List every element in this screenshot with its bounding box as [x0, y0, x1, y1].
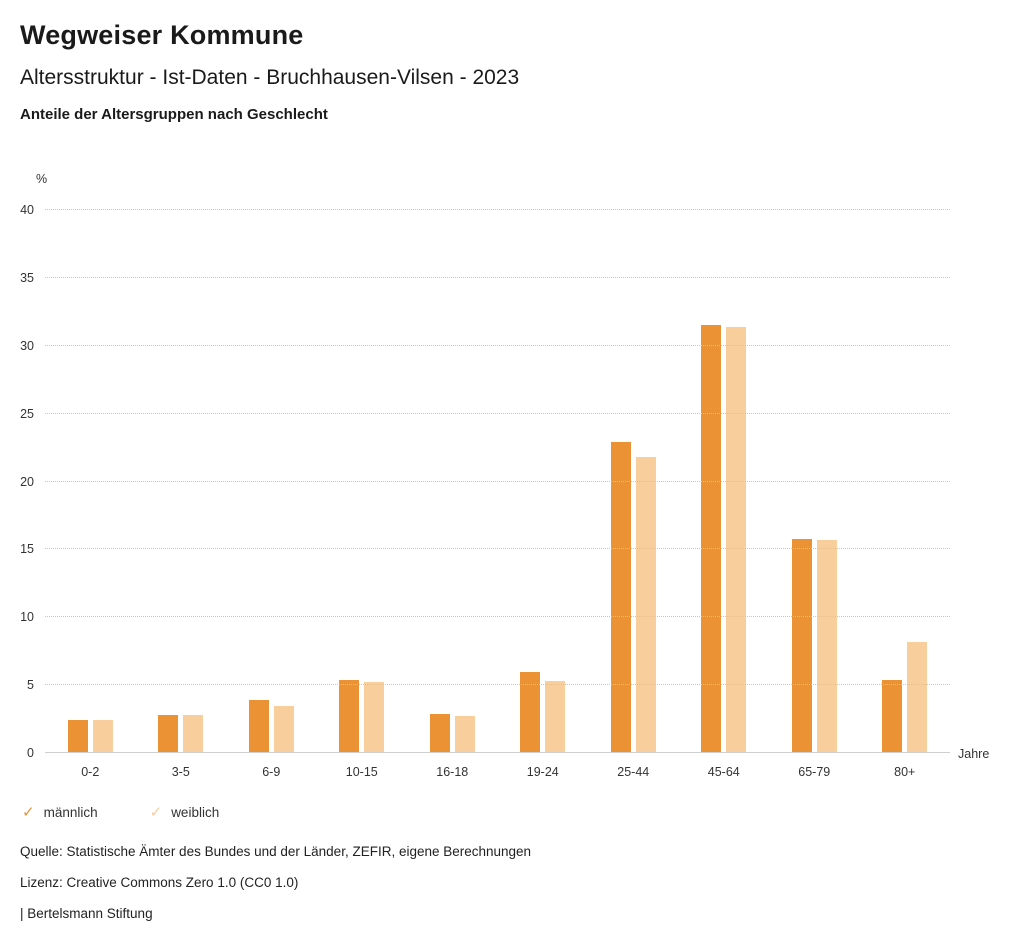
- gridline: [45, 412, 950, 414]
- check-icon: ✓: [22, 804, 35, 821]
- page-title: Wegweiser Kommune: [20, 20, 304, 50]
- x-tick-label: 0-2: [81, 765, 100, 779]
- bar-group-6-9: [226, 210, 317, 753]
- y-tick-label: 20: [20, 474, 34, 489]
- gridline: [45, 276, 950, 278]
- chart-plot-area: [45, 209, 950, 753]
- x-axis-baseline: [45, 752, 950, 753]
- legend-label-maennlich: männlich: [43, 804, 98, 820]
- bar-weiblich-25-44[interactable]: [635, 457, 656, 753]
- bar-weiblich-19-24[interactable]: [545, 681, 566, 753]
- gridline: [45, 209, 950, 210]
- bar-weiblich-0-2[interactable]: [92, 720, 113, 753]
- bar-group-16-18: [407, 210, 498, 753]
- x-tick-label: 80+: [894, 765, 916, 779]
- x-tick-label: 3-5: [171, 765, 190, 779]
- bar-maennlich-10-15[interactable]: [339, 679, 360, 753]
- bar-groups: [45, 210, 950, 753]
- x-tick-label: 19-24: [526, 765, 559, 779]
- bar-maennlich-25-44[interactable]: [610, 442, 631, 753]
- y-tick-label: 35: [20, 270, 34, 285]
- y-tick-label: 5: [27, 678, 34, 693]
- license-text: Lizenz: Creative Commons Zero 1.0 (CC0 1…: [20, 875, 299, 890]
- bar-maennlich-16-18[interactable]: [429, 713, 450, 753]
- legend-item-maennlich[interactable]: ✓ männlich: [22, 803, 98, 821]
- bar-group-3-5: [136, 210, 227, 753]
- gridline: [45, 684, 950, 686]
- bar-maennlich-65-79[interactable]: [791, 538, 812, 753]
- bar-group-19-24: [498, 210, 589, 753]
- bar-weiblich-45-64[interactable]: [726, 326, 747, 753]
- gridline: [45, 344, 950, 346]
- gridline: [45, 480, 950, 482]
- x-tick-label: 6-9: [262, 765, 281, 779]
- bar-weiblich-10-15[interactable]: [364, 682, 385, 753]
- y-axis: 0 5 10 15 20 25 30 35 40: [0, 203, 38, 760]
- x-tick-label: 65-79: [798, 765, 831, 779]
- x-tick-label: 45-64: [707, 765, 740, 779]
- check-icon: ✓: [149, 804, 163, 821]
- x-tick-label: 10-15: [345, 765, 378, 779]
- chart-caption: Anteile der Altersgruppen nach Geschlech…: [20, 106, 328, 123]
- bar-weiblich-80+[interactable]: [907, 641, 928, 753]
- bar-group-10-15: [317, 210, 408, 753]
- chart-subtitle: Altersstruktur - Ist-Daten - Bruchhausen…: [20, 66, 520, 89]
- bar-group-80+: [860, 210, 951, 753]
- bar-group-0-2: [45, 210, 136, 753]
- bar-group-65-79: [769, 210, 860, 753]
- x-axis-unit-label: Jahre: [958, 747, 990, 761]
- y-tick-label: 15: [20, 542, 34, 557]
- gridline: [45, 548, 950, 550]
- y-tick-label: 30: [20, 338, 34, 353]
- legend-item-weiblich[interactable]: ✓ weiblich: [150, 803, 220, 821]
- bar-weiblich-65-79[interactable]: [816, 539, 837, 753]
- y-tick-label: 40: [20, 203, 34, 217]
- bar-maennlich-0-2[interactable]: [67, 720, 88, 753]
- x-axis: 0-2 3-5 6-9 10-15 16-18 19-24 25-44 45-64 65-79 8…: [45, 765, 950, 779]
- attribution-text: | Bertelsmann Stiftung: [20, 906, 153, 921]
- y-tick-label: 0: [27, 746, 34, 760]
- y-tick-label: 10: [20, 610, 34, 625]
- bar-weiblich-16-18[interactable]: [454, 716, 475, 753]
- bar-weiblich-3-5[interactable]: [183, 715, 204, 753]
- bar-maennlich-6-9[interactable]: [248, 700, 269, 753]
- legend-label-weiblich: weiblich: [171, 804, 220, 820]
- bar-group-45-64: [679, 210, 770, 753]
- bar-group-25-44: [588, 210, 679, 753]
- bar-maennlich-80+[interactable]: [882, 679, 903, 753]
- x-tick-label: 16-18: [436, 765, 469, 779]
- header: Wegweiser Kommune Altersstruktur - Ist-D…: [20, 20, 1004, 123]
- x-tick-label: 25-44: [617, 765, 650, 779]
- bar-maennlich-3-5[interactable]: [158, 715, 179, 753]
- legend: ✓ männlich ✓ weiblich: [22, 803, 271, 821]
- y-axis-unit-label: %: [36, 172, 48, 186]
- bar-maennlich-19-24[interactable]: [520, 671, 541, 753]
- gridline: [45, 616, 950, 618]
- bar-weiblich-6-9[interactable]: [273, 705, 294, 753]
- source-text: Quelle: Statistische Ämter des Bundes un…: [20, 844, 532, 859]
- bar-maennlich-45-64[interactable]: [701, 325, 722, 753]
- y-tick-label: 25: [20, 406, 34, 421]
